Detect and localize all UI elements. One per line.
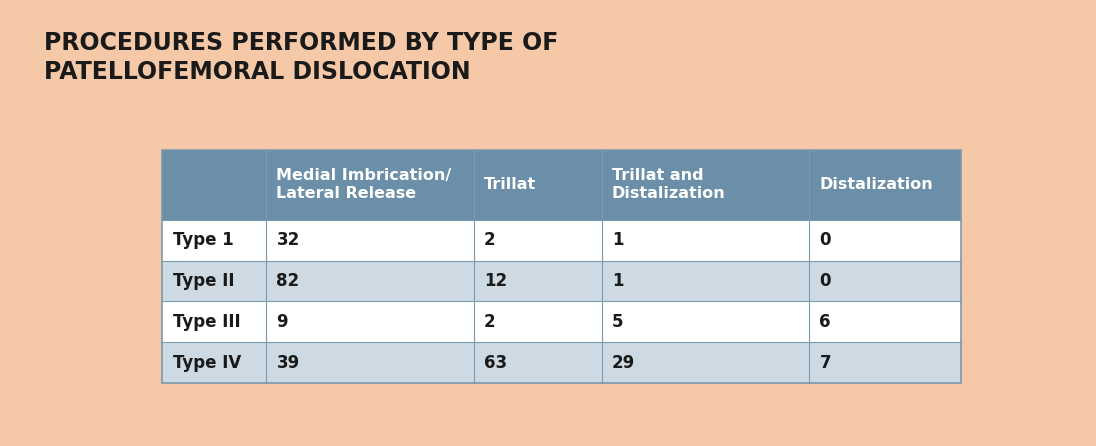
Text: 32: 32 (276, 231, 299, 249)
Text: 0: 0 (820, 272, 831, 290)
Text: 7: 7 (820, 354, 831, 372)
Text: 63: 63 (484, 354, 507, 372)
Text: Type IV: Type IV (173, 354, 241, 372)
Text: 1: 1 (612, 272, 624, 290)
Text: 0: 0 (820, 231, 831, 249)
Text: Trillat: Trillat (484, 177, 536, 192)
Text: 39: 39 (276, 354, 299, 372)
Text: Type III: Type III (173, 313, 240, 331)
Text: Type II: Type II (173, 272, 235, 290)
Text: 5: 5 (612, 313, 624, 331)
Text: 1: 1 (612, 231, 624, 249)
Text: Type 1: Type 1 (173, 231, 233, 249)
Text: 6: 6 (820, 313, 831, 331)
Text: PROCEDURES PERFORMED BY TYPE OF
PATELLOFEMORAL DISLOCATION: PROCEDURES PERFORMED BY TYPE OF PATELLOF… (44, 31, 558, 84)
Text: 9: 9 (276, 313, 288, 331)
Text: 29: 29 (612, 354, 635, 372)
Text: Medial Imbrication/
Lateral Release: Medial Imbrication/ Lateral Release (276, 168, 452, 201)
Text: Trillat and
Distalization: Trillat and Distalization (612, 168, 726, 201)
Text: 2: 2 (484, 231, 495, 249)
Text: 12: 12 (484, 272, 507, 290)
Text: 2: 2 (484, 313, 495, 331)
Text: Distalization: Distalization (820, 177, 933, 192)
Text: 82: 82 (276, 272, 299, 290)
